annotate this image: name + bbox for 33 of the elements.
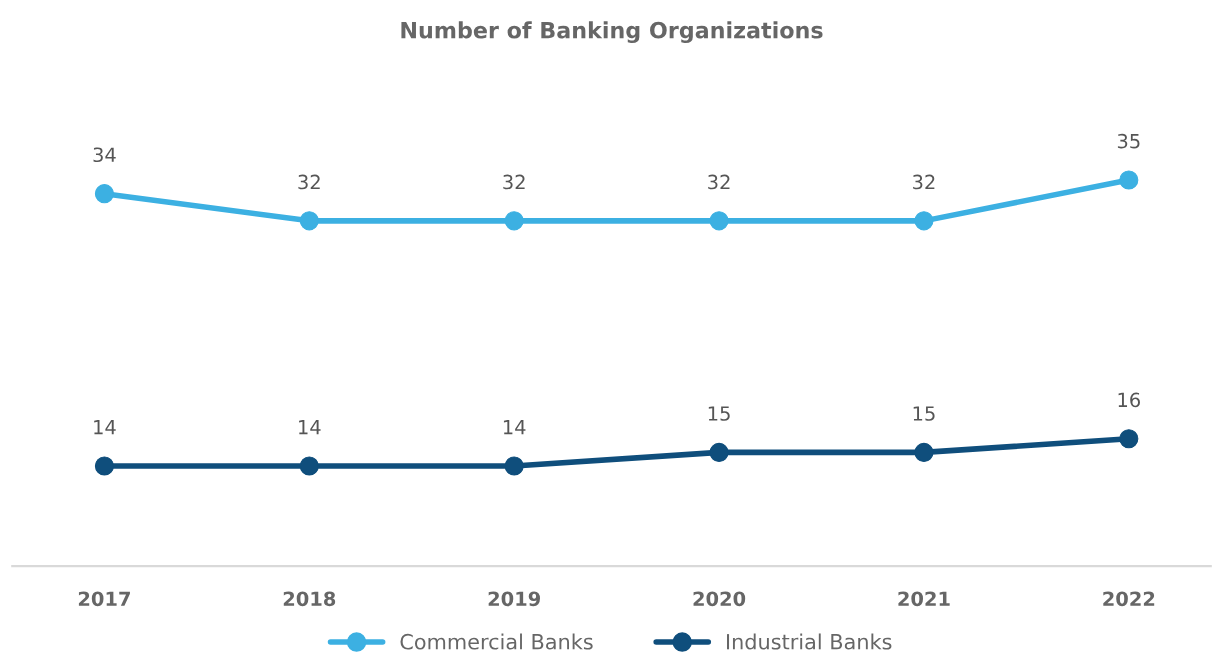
- x-tick-label: 2022: [1103, 591, 1155, 607]
- x-tick-label: 2020: [693, 591, 746, 607]
- data-label: 14: [94, 420, 116, 435]
- point: [94, 456, 114, 476]
- data-label: 15: [913, 406, 935, 421]
- x-tick-label: 2019: [488, 591, 540, 607]
- data-label: 16: [1118, 392, 1140, 408]
- legend-label: Industrial Banks: [726, 633, 892, 650]
- point: [709, 442, 729, 462]
- point: [504, 211, 524, 231]
- point: [504, 456, 524, 476]
- data-label: 34: [93, 147, 116, 163]
- point: [709, 211, 729, 231]
- point: [1119, 429, 1139, 449]
- data-label: 14: [503, 420, 526, 435]
- x-tick-label: 2017: [78, 591, 130, 607]
- point: [1119, 170, 1139, 190]
- point: [299, 211, 319, 231]
- x-tick-label: 2018: [283, 591, 336, 607]
- data-label: 32: [503, 174, 525, 190]
- point: [914, 442, 934, 462]
- data-label: 35: [1117, 133, 1140, 149]
- point: [914, 211, 934, 231]
- legend-label: Commercial Banks: [400, 633, 593, 650]
- data-label: 32: [913, 174, 935, 190]
- data-label: 32: [298, 174, 320, 190]
- chart-title: Number of Banking Organizations: [401, 21, 823, 44]
- point: [299, 456, 319, 476]
- point: [94, 184, 114, 204]
- data-label: 14: [299, 420, 321, 435]
- x-tick-label: 2021: [898, 591, 950, 607]
- data-label: 15: [708, 406, 730, 421]
- data-label: 32: [708, 174, 730, 190]
